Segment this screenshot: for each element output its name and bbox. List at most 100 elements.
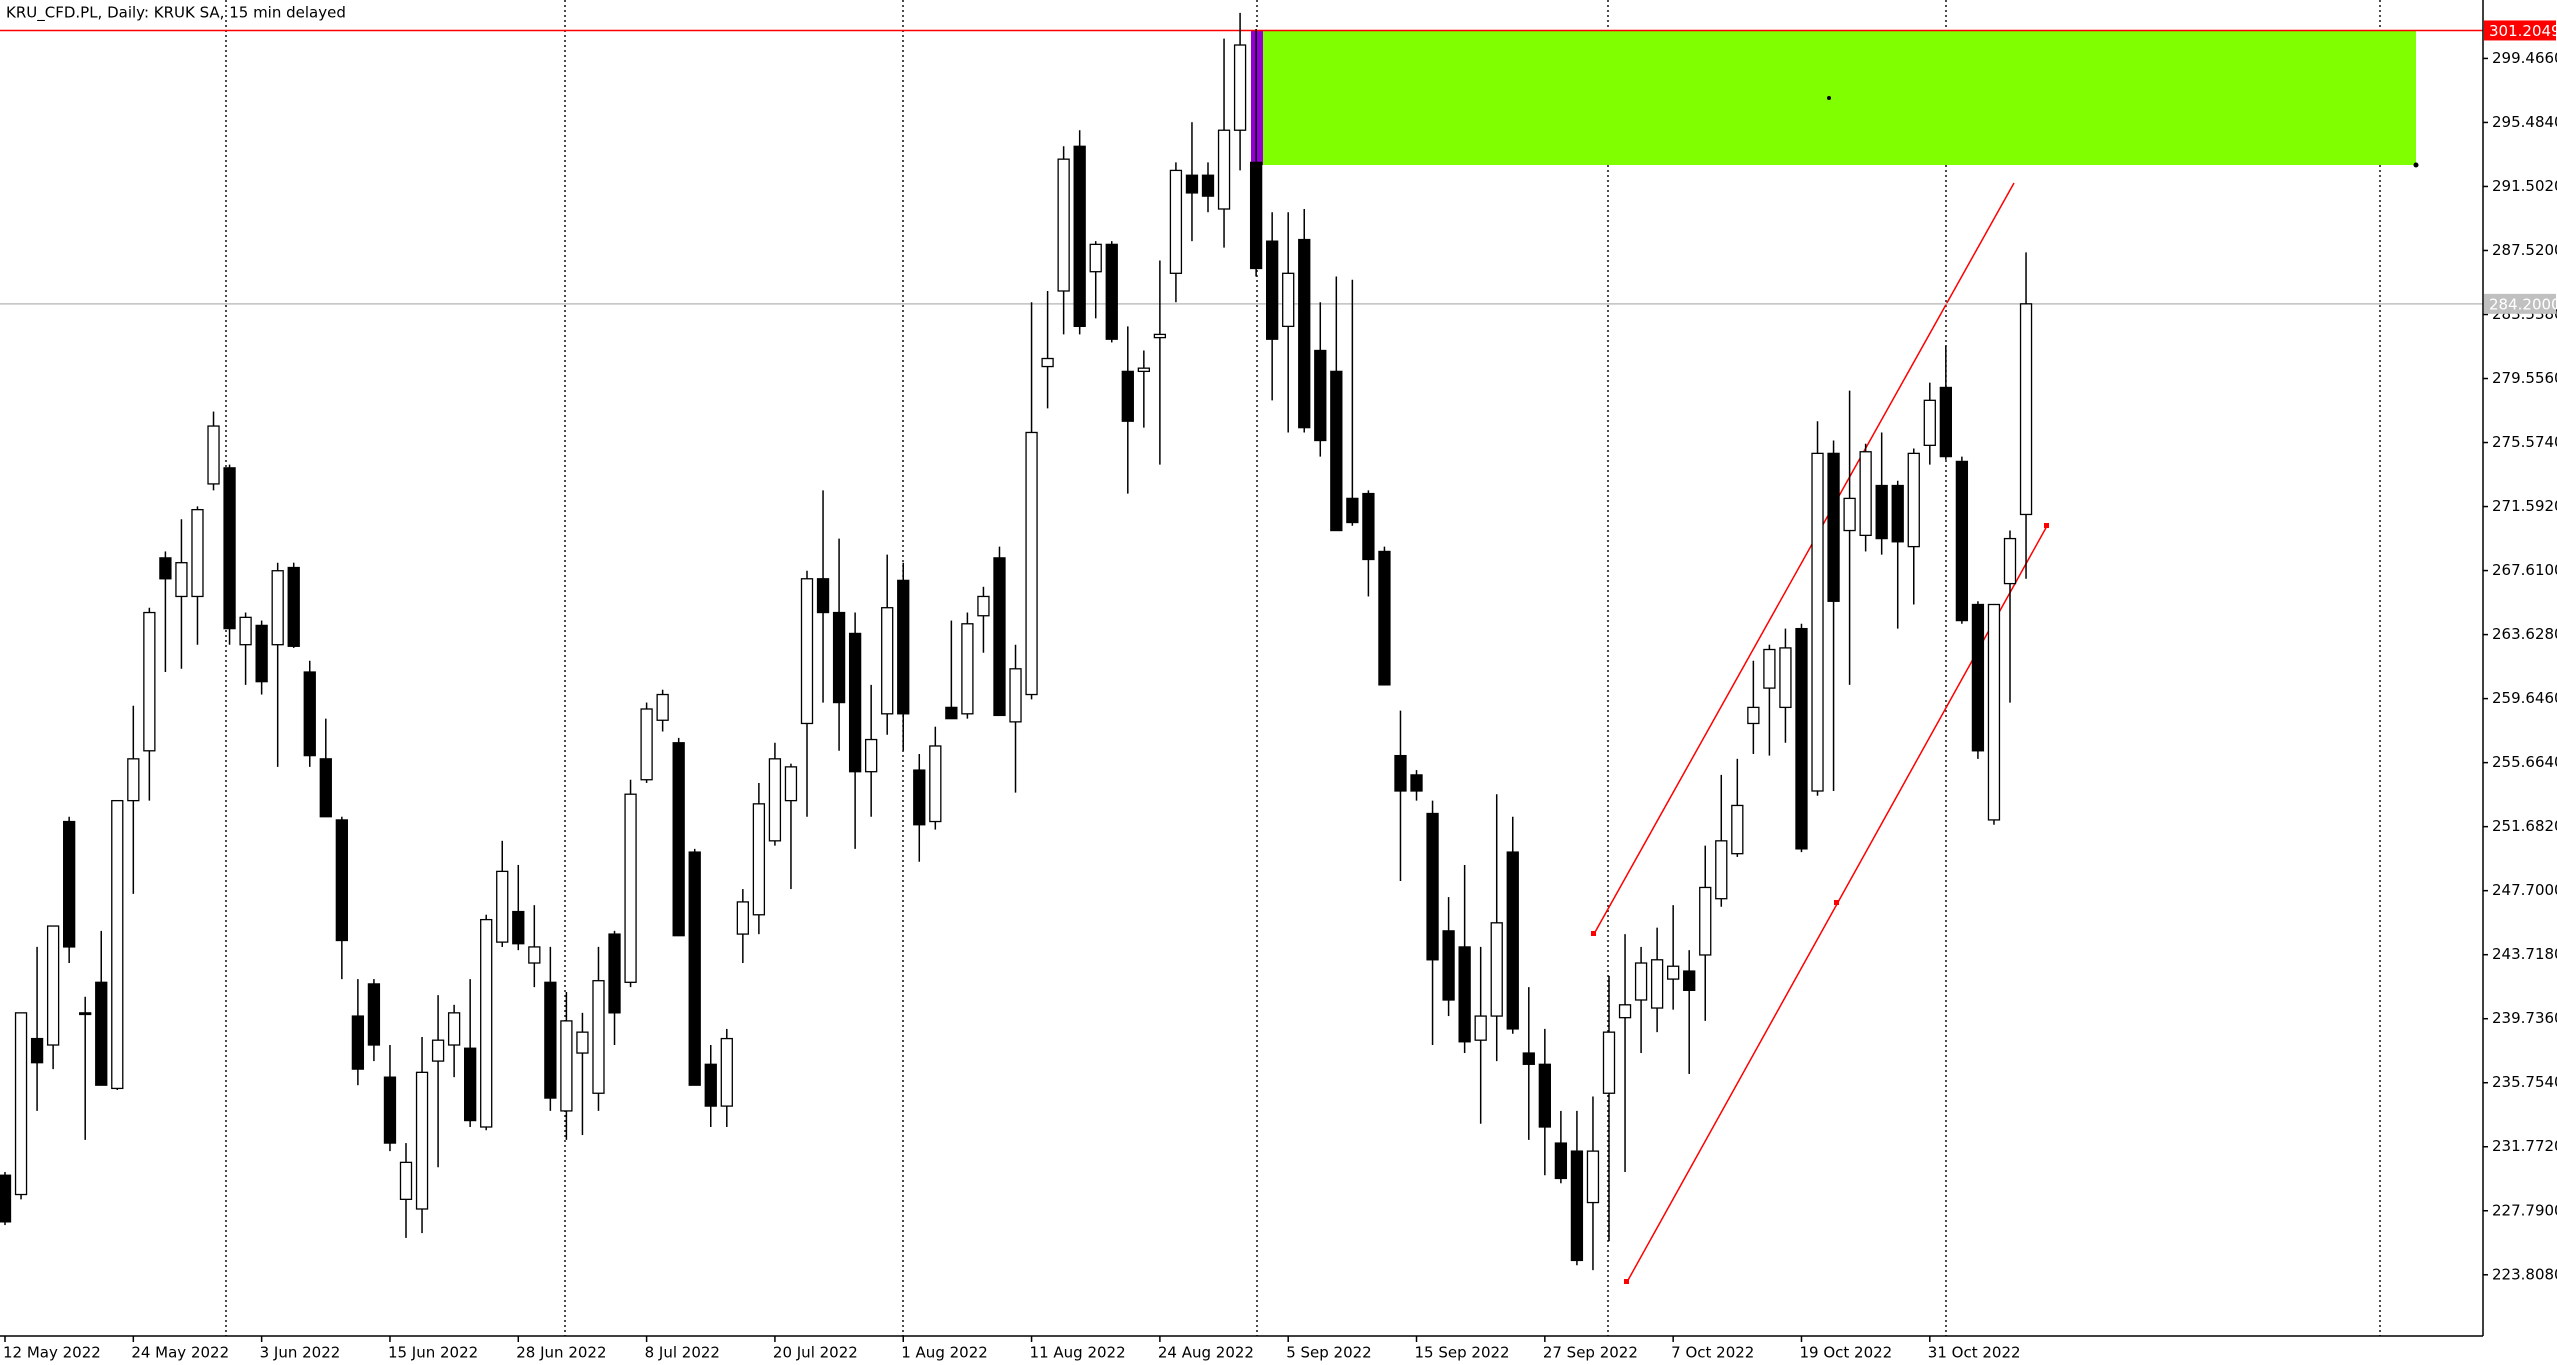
candle-body [367, 983, 381, 1046]
candle-body [1923, 399, 1936, 446]
candle-body [1330, 370, 1343, 532]
candle-body [1137, 367, 1150, 373]
candle-body [752, 803, 766, 916]
y-tick-label: 291.5020 [2492, 177, 2557, 195]
candle-body [1474, 1015, 1487, 1041]
price-label-box [2484, 293, 2556, 314]
candle-body [271, 570, 284, 646]
candle-body [977, 595, 990, 617]
zone-rectangle [1263, 31, 2416, 165]
channel-line [1593, 182, 2015, 935]
candle-body [688, 851, 701, 1086]
candle-body [496, 870, 509, 943]
candle-body [399, 1161, 413, 1200]
x-tick-label: 1 Aug 2022 [901, 1344, 988, 1362]
x-tick-label: 15 Sep 2022 [1415, 1344, 1510, 1362]
candle-body [1057, 158, 1070, 292]
candle-body [2019, 303, 2033, 516]
candle-body [63, 820, 76, 948]
anchor-dot [1827, 96, 1831, 100]
candle-body [913, 769, 926, 826]
candle-body [1073, 145, 1086, 328]
y-tick-label: 295.4840 [2492, 113, 2557, 131]
candle-body [415, 1071, 429, 1210]
x-tick-label: 27 Sep 2022 [1543, 1344, 1638, 1362]
candle-body [1346, 497, 1359, 524]
candle-body [1763, 648, 1776, 689]
candle-body [480, 918, 493, 1128]
candle-body [1458, 946, 1471, 1043]
layout-layer [225, 0, 2419, 1336]
candle-body [1683, 970, 1696, 991]
y-tick-label: 247.7000 [2492, 881, 2557, 899]
candle-body [1699, 886, 1712, 956]
candle-body [1009, 668, 1022, 723]
candle-body [1266, 240, 1279, 340]
candle-body [1650, 959, 1664, 1009]
candle-body [0, 1174, 12, 1223]
candle-body [1618, 1004, 1632, 1019]
candle-body [1554, 1142, 1568, 1180]
candle-body [1426, 812, 1439, 961]
x-tick-label: 12 May 2022 [3, 1344, 101, 1362]
y-tick-label: 223.8080 [2492, 1265, 2557, 1283]
candle-body [929, 745, 942, 823]
candle-body [175, 562, 188, 598]
candle-body [512, 910, 525, 945]
anchor-dot [1834, 900, 1839, 905]
candle-body [14, 1012, 28, 1196]
x-tick-label: 8 Jul 2022 [645, 1344, 720, 1362]
candle-body [1105, 243, 1118, 340]
x-tick-label: 24 May 2022 [131, 1344, 229, 1362]
candle-body [1667, 965, 1680, 980]
candle-body [1153, 333, 1167, 339]
candle-body [1586, 1150, 1600, 1204]
candle-body [159, 557, 172, 580]
candle-body [544, 981, 557, 1099]
candle-body [560, 1020, 573, 1112]
candle-body [608, 933, 621, 1014]
x-tick-label: 24 Aug 2022 [1158, 1344, 1254, 1362]
candle-body [640, 708, 653, 781]
candle-body [897, 579, 910, 715]
anchor-dot [2413, 162, 2419, 168]
y-tick-label: 267.6100 [2492, 561, 2557, 579]
candle-body [1538, 1063, 1551, 1128]
candle-body [961, 623, 974, 715]
candle-body [1282, 272, 1295, 328]
candle-body [207, 425, 220, 485]
data-layer [0, 12, 2483, 1271]
x-tick-label: 7 Oct 2022 [1671, 1344, 1754, 1362]
y-tick-label: 255.6640 [2492, 753, 2557, 771]
y-tick-label: 259.6460 [2492, 689, 2557, 707]
price-label: 284.2000 [2489, 295, 2557, 313]
candle-body [1410, 774, 1423, 792]
candle-body [1378, 550, 1391, 686]
candle-body [1570, 1150, 1584, 1262]
candle-body [1121, 370, 1134, 422]
candle-body [383, 1076, 397, 1144]
highlight-rectangle [1251, 31, 1263, 165]
candle-body [1907, 452, 1920, 548]
y-tick-label: 287.5200 [2492, 241, 2557, 259]
candle-body [1249, 161, 1263, 270]
candle-body [1394, 754, 1407, 792]
candle-body [736, 901, 749, 935]
candle-body [1522, 1052, 1535, 1065]
candle-body [239, 616, 252, 646]
candle-body [1169, 169, 1183, 274]
candle-body [223, 467, 236, 630]
price-label-box [2484, 20, 2556, 41]
candle-body [1939, 386, 1952, 458]
y-tick-label: 239.7360 [2492, 1009, 2557, 1027]
candle-body [528, 946, 541, 964]
y-tick-label: 227.7900 [2492, 1201, 2557, 1219]
x-tick-label: 19 Oct 2022 [1799, 1344, 1892, 1362]
x-tick-label: 31 Oct 2022 [1928, 1344, 2021, 1362]
price-label: 301.2049 [2489, 22, 2557, 40]
candle-body [576, 1031, 589, 1054]
candle-body [784, 766, 798, 802]
x-tick-label: 5 Sep 2022 [1286, 1344, 1372, 1362]
